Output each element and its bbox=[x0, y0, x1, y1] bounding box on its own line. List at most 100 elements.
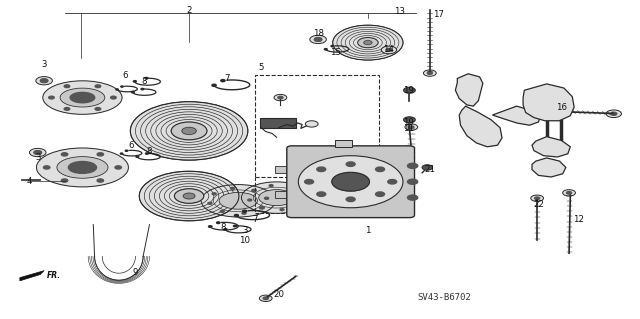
Ellipse shape bbox=[241, 182, 312, 213]
Circle shape bbox=[111, 96, 116, 99]
Circle shape bbox=[145, 78, 148, 79]
Circle shape bbox=[563, 190, 575, 196]
Circle shape bbox=[49, 96, 54, 99]
Circle shape bbox=[331, 45, 334, 47]
Circle shape bbox=[141, 88, 144, 90]
Circle shape bbox=[34, 151, 42, 154]
Circle shape bbox=[332, 172, 369, 191]
Text: 6: 6 bbox=[122, 71, 128, 80]
Text: 16: 16 bbox=[556, 103, 567, 112]
FancyBboxPatch shape bbox=[287, 146, 415, 218]
Circle shape bbox=[125, 150, 128, 151]
Circle shape bbox=[358, 38, 378, 48]
FancyBboxPatch shape bbox=[275, 191, 286, 198]
Ellipse shape bbox=[201, 185, 275, 217]
Circle shape bbox=[278, 96, 283, 99]
Text: 3: 3 bbox=[42, 60, 47, 69]
Text: 8: 8 bbox=[220, 223, 226, 232]
Circle shape bbox=[64, 85, 70, 88]
Text: 15: 15 bbox=[330, 48, 342, 57]
Circle shape bbox=[408, 195, 418, 200]
Polygon shape bbox=[460, 106, 502, 147]
Circle shape bbox=[248, 199, 252, 201]
Circle shape bbox=[264, 197, 269, 199]
Text: 1: 1 bbox=[365, 226, 371, 234]
Polygon shape bbox=[532, 137, 570, 157]
Circle shape bbox=[116, 89, 118, 90]
Circle shape bbox=[131, 92, 134, 93]
Text: 7: 7 bbox=[225, 74, 230, 83]
Circle shape bbox=[269, 185, 273, 187]
Text: 20: 20 bbox=[273, 290, 284, 299]
FancyBboxPatch shape bbox=[335, 140, 352, 147]
Text: FR.: FR. bbox=[47, 271, 61, 280]
Circle shape bbox=[209, 226, 212, 227]
Text: 13: 13 bbox=[394, 7, 405, 16]
Text: SV43-B6702: SV43-B6702 bbox=[418, 293, 472, 302]
Circle shape bbox=[230, 187, 234, 189]
Circle shape bbox=[216, 222, 220, 224]
Polygon shape bbox=[21, 179, 40, 180]
Circle shape bbox=[145, 153, 148, 154]
Text: 11: 11 bbox=[403, 124, 413, 133]
Circle shape bbox=[133, 81, 136, 82]
Circle shape bbox=[263, 297, 268, 300]
Ellipse shape bbox=[70, 93, 95, 103]
Text: 17: 17 bbox=[433, 10, 444, 19]
Circle shape bbox=[305, 121, 318, 127]
Text: 6: 6 bbox=[129, 141, 134, 150]
Ellipse shape bbox=[68, 161, 97, 174]
Circle shape bbox=[405, 124, 418, 130]
Ellipse shape bbox=[219, 192, 257, 209]
Circle shape bbox=[243, 210, 246, 212]
Circle shape bbox=[220, 210, 225, 212]
Polygon shape bbox=[456, 74, 483, 106]
Circle shape bbox=[40, 79, 48, 83]
Circle shape bbox=[404, 117, 415, 123]
Circle shape bbox=[208, 202, 212, 204]
Circle shape bbox=[115, 166, 122, 169]
Circle shape bbox=[346, 162, 355, 167]
Circle shape bbox=[290, 186, 294, 188]
Text: 19: 19 bbox=[403, 117, 413, 127]
Circle shape bbox=[260, 207, 264, 209]
Circle shape bbox=[234, 214, 238, 217]
Circle shape bbox=[35, 151, 41, 154]
Circle shape bbox=[140, 171, 239, 221]
Circle shape bbox=[310, 35, 326, 44]
Circle shape bbox=[566, 192, 572, 194]
Text: 7: 7 bbox=[252, 215, 258, 224]
Circle shape bbox=[136, 156, 139, 157]
Polygon shape bbox=[492, 106, 540, 125]
Text: 3: 3 bbox=[35, 153, 40, 162]
Text: 4: 4 bbox=[27, 177, 32, 186]
Circle shape bbox=[376, 167, 385, 172]
Circle shape bbox=[408, 179, 418, 184]
Circle shape bbox=[221, 79, 225, 82]
Circle shape bbox=[534, 197, 540, 199]
Text: 12: 12 bbox=[573, 215, 584, 224]
Polygon shape bbox=[523, 84, 574, 121]
Circle shape bbox=[311, 207, 320, 211]
Circle shape bbox=[61, 179, 68, 182]
FancyBboxPatch shape bbox=[275, 166, 286, 173]
Circle shape bbox=[317, 192, 326, 197]
Circle shape bbox=[252, 190, 255, 192]
Circle shape bbox=[346, 197, 355, 202]
Text: 9: 9 bbox=[132, 268, 138, 277]
Circle shape bbox=[97, 179, 104, 182]
Circle shape bbox=[611, 112, 617, 115]
Text: 22: 22 bbox=[533, 200, 544, 209]
Ellipse shape bbox=[259, 189, 294, 206]
Text: 19: 19 bbox=[403, 86, 413, 95]
Text: 10: 10 bbox=[239, 236, 250, 245]
Circle shape bbox=[131, 102, 248, 160]
Circle shape bbox=[212, 193, 216, 195]
Circle shape bbox=[64, 108, 70, 110]
Circle shape bbox=[314, 38, 322, 41]
Ellipse shape bbox=[57, 157, 108, 178]
Circle shape bbox=[388, 180, 397, 184]
Circle shape bbox=[428, 72, 433, 74]
Circle shape bbox=[364, 41, 372, 45]
Text: 8: 8 bbox=[146, 147, 152, 156]
